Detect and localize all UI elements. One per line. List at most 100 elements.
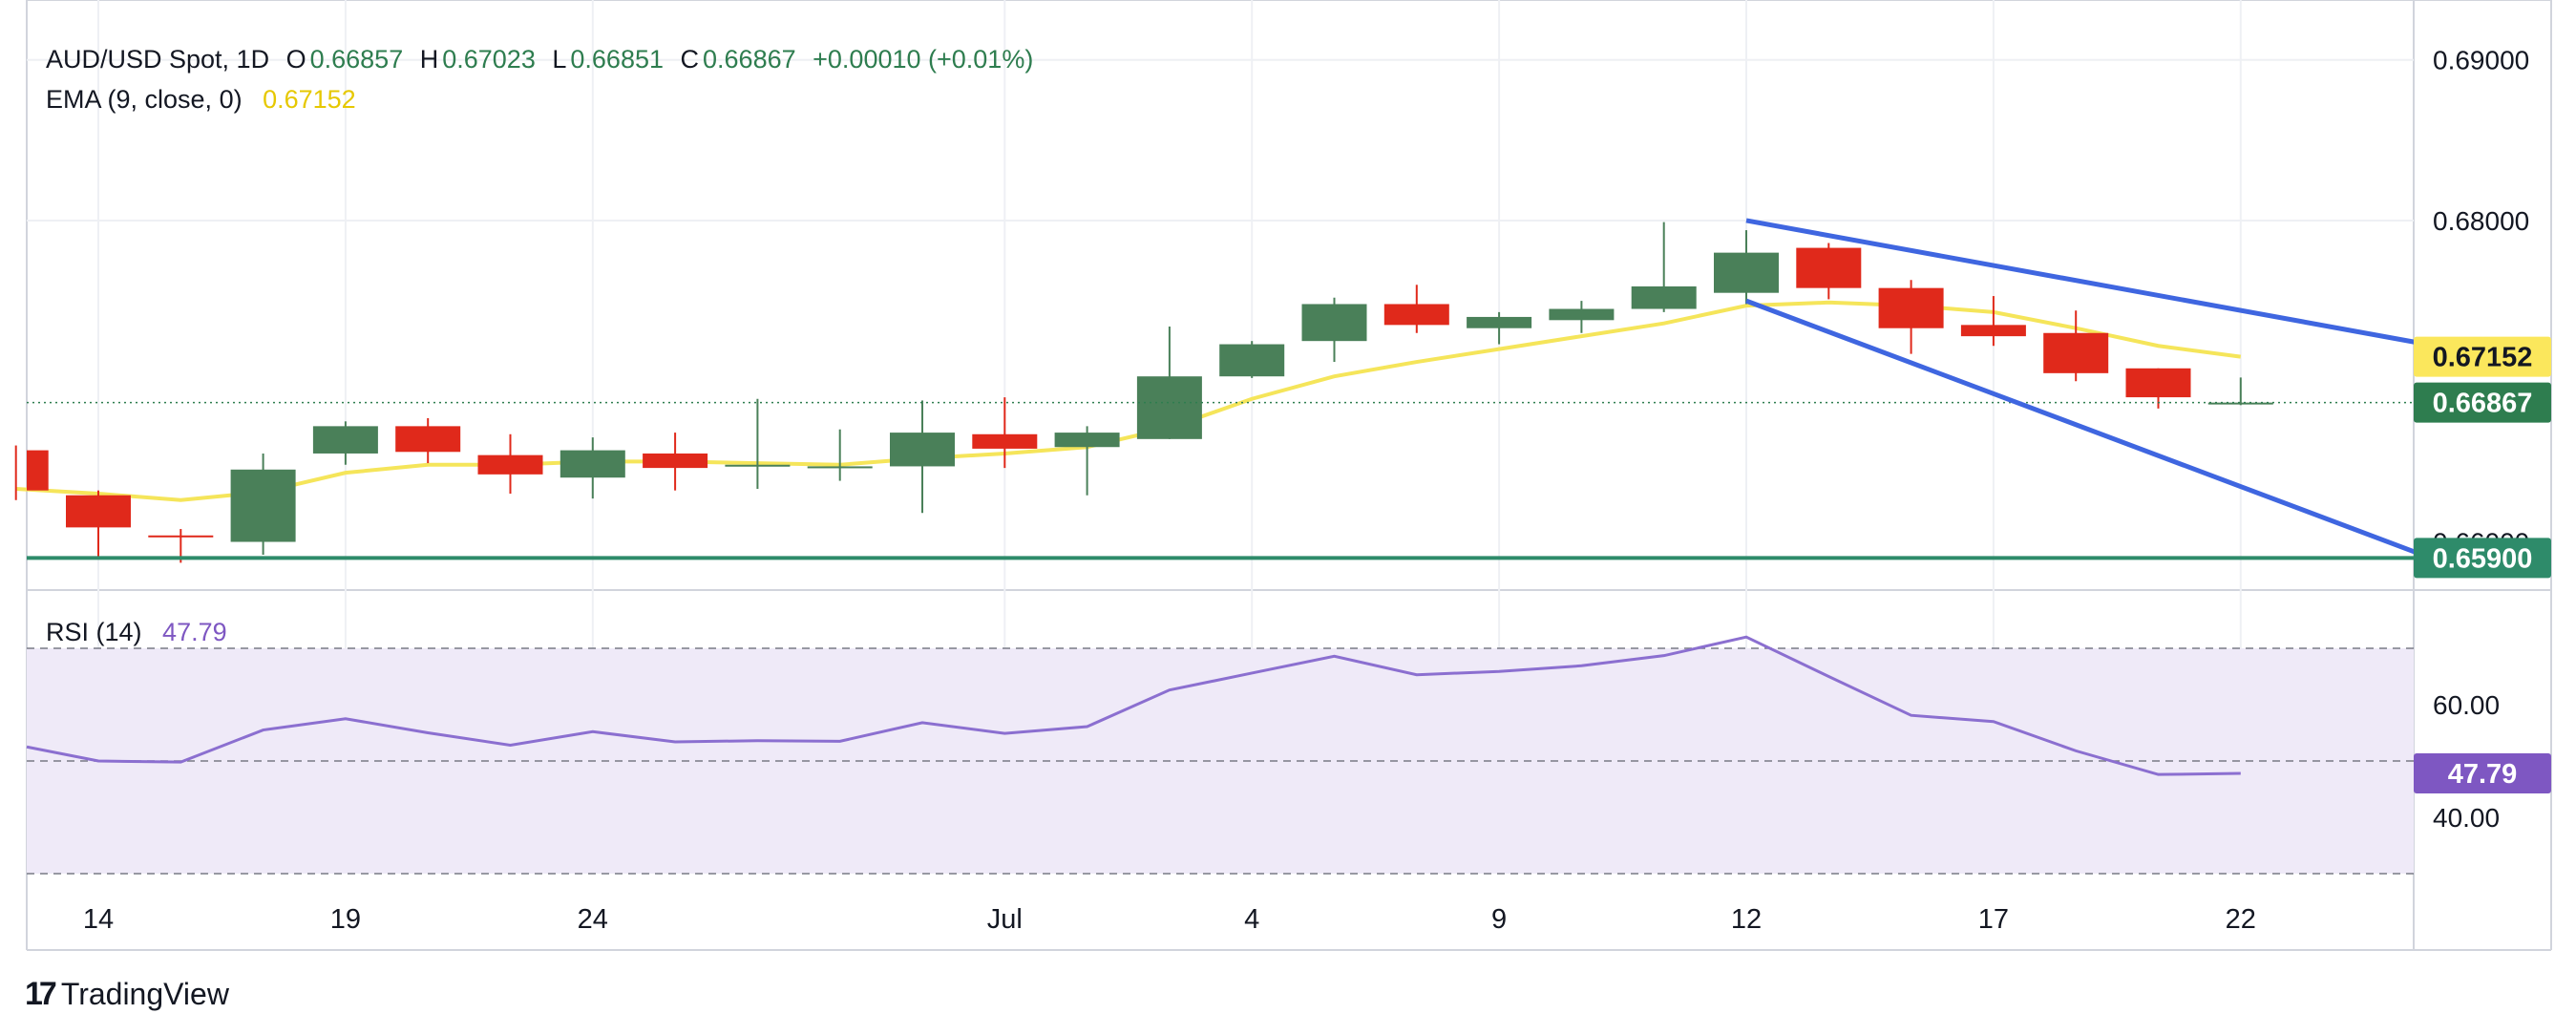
rsi-tick-label: 60.00 (2433, 690, 2500, 720)
candle-body (725, 464, 791, 467)
close-price-badge (2414, 382, 2551, 423)
candle-body (230, 469, 296, 542)
ema-price-badge-label: 0.67152 (2433, 343, 2533, 373)
candle-body (1960, 325, 2026, 337)
candle-body (1383, 304, 1449, 326)
candle (890, 400, 955, 514)
candle-body (148, 535, 214, 538)
tradingview-brand[interactable]: 17 TradingView (25, 976, 229, 1013)
candle (1631, 222, 1697, 312)
close-value: 0.66867 (703, 45, 796, 74)
candle (2043, 310, 2109, 382)
ema-price-badge (2414, 336, 2551, 377)
open-label: O (285, 45, 306, 74)
rsi-value: 47.79 (162, 618, 227, 646)
candle (1878, 280, 1944, 354)
candle-body (560, 450, 625, 478)
time-tick-label: 14 (83, 904, 114, 935)
candle (1054, 426, 1120, 496)
price-tick-label: 0.68000 (2433, 206, 2529, 236)
candle-body (1301, 304, 1367, 342)
tradingview-logo-icon: 17 (25, 976, 57, 1012)
high-label: H (419, 45, 439, 74)
time-tick-label: 9 (1491, 904, 1507, 935)
support-price-badge (2414, 538, 2551, 579)
candle-body (643, 453, 708, 469)
close-label: C (680, 45, 700, 74)
rsi-badge-label: 47.79 (2448, 759, 2518, 790)
candle (395, 417, 461, 464)
candle-body (66, 495, 131, 528)
candle (1383, 285, 1449, 333)
candle-body (1054, 433, 1120, 448)
time-tick-label: 24 (578, 904, 608, 935)
ema-value: 0.67152 (263, 85, 356, 114)
time-tick-label: 4 (1244, 904, 1259, 935)
ohlc-legend: AUD/USD Spot, 1D O 0.66857 H 0.67023 L 0.66… (46, 45, 1037, 74)
ema-line (15, 300, 2242, 502)
candle (312, 421, 378, 465)
candle (1549, 301, 1615, 333)
candle (725, 398, 791, 489)
rsi-label[interactable]: RSI (14) (46, 618, 142, 646)
candle-body (477, 454, 543, 475)
candle-body (2125, 368, 2191, 398)
candle-body (1549, 308, 1615, 321)
candle (1714, 230, 1779, 305)
symbol-label[interactable]: AUD/USD Spot, 1D (46, 45, 270, 74)
support-price-badge-label: 0.65900 (2433, 543, 2533, 574)
ema-legend: EMA (9, close, 0) 0.67152 (46, 85, 360, 115)
channel-lower-line (1745, 298, 2419, 556)
candle-body (2207, 402, 2273, 405)
close-price-badge-label: 0.66867 (2433, 389, 2533, 419)
candle-body (1136, 376, 1202, 439)
rsi-line (26, 635, 2241, 776)
rsi-tick-label: 40.00 (2433, 803, 2500, 833)
time-tick-label: 19 (330, 904, 361, 935)
time-tick-label: 22 (2226, 904, 2256, 935)
time-tick-label: Jul (987, 904, 1023, 935)
candles-group (14, 222, 2273, 563)
candle (1301, 297, 1367, 363)
candle (560, 437, 625, 499)
candle-body (807, 466, 873, 469)
time-tick-label: 17 (1978, 904, 2009, 935)
high-value: 0.67023 (442, 45, 536, 74)
candle (1219, 341, 1285, 378)
candle-body (890, 433, 955, 467)
candle (230, 453, 296, 555)
candle-body (395, 426, 461, 453)
candle (1136, 327, 1202, 439)
open-value: 0.66857 (309, 45, 404, 74)
change-value: +0.00010 (+0.01%) (813, 45, 1034, 74)
candle (1796, 243, 1862, 300)
channel-upper-line (1745, 218, 2418, 346)
rsi-badge (2414, 753, 2551, 794)
candle-body (1714, 252, 1779, 293)
candle (807, 429, 873, 481)
price-tick-label: 0.69000 (2433, 46, 2529, 75)
candle (2125, 368, 2191, 409)
candle (14, 445, 49, 500)
ema-label[interactable]: EMA (9, close, 0) (46, 85, 243, 114)
candle (1467, 311, 1532, 345)
candle-body (2043, 332, 2109, 373)
brand-name: TradingView (60, 977, 229, 1011)
rsi-legend: RSI (14) 47.79 (46, 618, 231, 647)
candle-body (1631, 285, 1697, 309)
candle (2207, 377, 2273, 406)
low-value: 0.66851 (570, 45, 664, 74)
candle-body (1467, 316, 1532, 328)
candle-body (1796, 247, 1862, 288)
candle-body (1219, 344, 1285, 377)
candle-body (972, 433, 1038, 449)
low-label: L (552, 45, 567, 74)
candle (477, 433, 543, 495)
time-tick-label: 12 (1731, 904, 1762, 935)
candle (972, 397, 1038, 469)
candle (1960, 296, 2026, 347)
candle (643, 433, 708, 491)
candle (66, 490, 131, 557)
